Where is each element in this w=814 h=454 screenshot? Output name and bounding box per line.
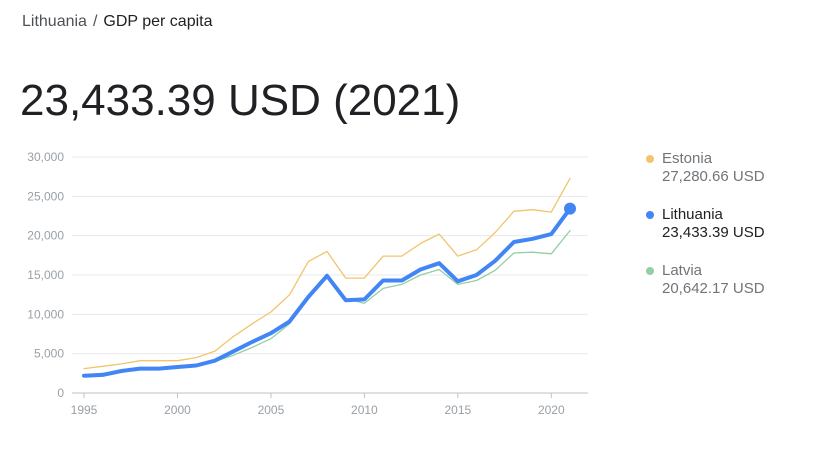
legend-item-estonia[interactable]: Estonia 27,280.66 USD [646, 150, 765, 186]
legend-series-value: 20,642.17 USD [662, 280, 765, 297]
legend-series-name: Latvia [662, 262, 703, 279]
legend-series-name: Lithuania [662, 206, 723, 223]
series-endpoint-lithuania [564, 202, 576, 215]
y-tick-label: 30,000 [27, 150, 64, 164]
legend-series-name: Estonia [662, 150, 713, 167]
y-tick-label: 25,000 [27, 189, 64, 203]
y-tick-label: 10,000 [27, 307, 64, 321]
legend-item-lithuania[interactable]: Lithuania 23,433.39 USD [646, 206, 765, 242]
x-tick-label: 2020 [538, 403, 565, 417]
breadcrumb-separator: / [92, 13, 98, 30]
series-line-lithuania [82, 206, 572, 378]
legend-dot-icon [646, 155, 654, 163]
headline-value: 23,433.39 USD (2021) [20, 76, 461, 125]
y-tick-label: 0 [57, 386, 64, 400]
legend-dot-icon [646, 211, 654, 219]
breadcrumb: Lithuania / GDP per capita [22, 13, 213, 31]
y-tick-label: 20,000 [27, 229, 64, 243]
x-tick-label: 2010 [351, 403, 378, 417]
x-tick-label: 2000 [164, 403, 191, 417]
legend-item-latvia[interactable]: Latvia 20,642.17 USD [646, 262, 765, 298]
breadcrumb-indicator: GDP per capita [103, 13, 213, 30]
x-tick-label: 2015 [444, 403, 471, 417]
series-line-estonia [83, 177, 571, 370]
y-tick-label: 15,000 [27, 268, 64, 282]
legend-series-value: 23,433.39 USD [662, 224, 765, 241]
legend-dot-icon [646, 267, 654, 275]
chart-legend: Estonia 27,280.66 USD Lithuania 23,433.39 U… [646, 150, 765, 318]
x-tick-label: 2005 [258, 403, 285, 417]
y-tick-label: 5,000 [34, 347, 64, 361]
x-tick-label: 1995 [71, 403, 98, 417]
gdp-line-chart[interactable]: 0 5,000 10,000 15,000 20,000 25,000 30,000 1995… [0, 140, 600, 430]
legend-series-value: 27,280.66 USD [662, 168, 765, 185]
breadcrumb-country-link[interactable]: Lithuania [22, 13, 87, 30]
